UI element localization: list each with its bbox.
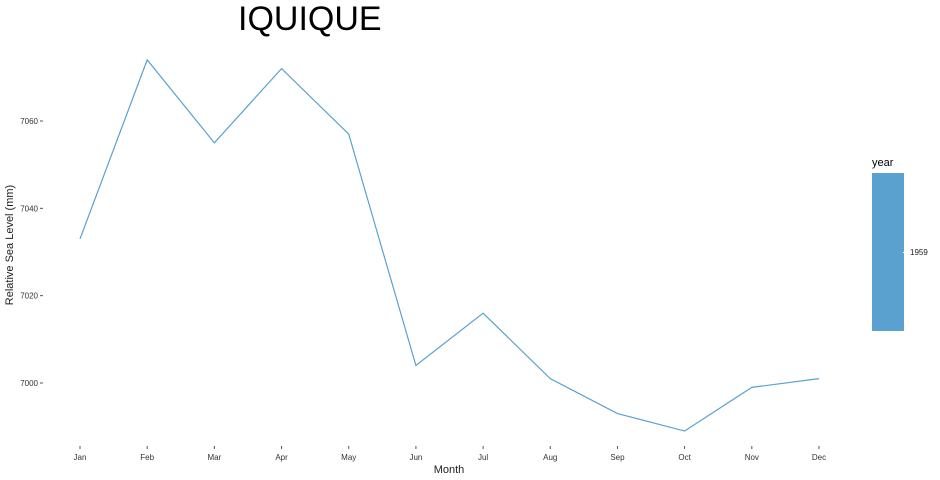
x-tick-label: Apr — [275, 453, 288, 462]
y-tick-label: 7040 — [20, 204, 38, 213]
x-tick-label: Mar — [207, 453, 221, 462]
x-tick-label: Jan — [74, 453, 87, 462]
x-tick-label: Feb — [140, 453, 154, 462]
x-tick-label: Sep — [610, 453, 625, 462]
x-tick-label: Jul — [478, 453, 488, 462]
x-axis-label: Month — [433, 464, 465, 476]
x-tick-label: Dec — [812, 453, 826, 462]
x-tick-label: Nov — [745, 453, 759, 462]
y-axis: 7000 7020 7040 7060 — [20, 117, 43, 388]
y-tick-label: 7060 — [20, 117, 38, 126]
legend-colorbar — [872, 173, 904, 331]
series-line — [79, 58, 820, 432]
y-tick-label: 7000 — [20, 379, 38, 388]
x-tick-label: Aug — [543, 453, 557, 462]
chart-title: IQUIQUE — [238, 0, 382, 38]
x-tick-label: Jun — [409, 453, 422, 462]
x-axis: Jan Feb Mar Apr May Jun Jul Aug Sep Oct Nov Dec — [74, 446, 826, 462]
legend-tick — [903, 252, 908, 253]
y-tick-label: 7020 — [20, 292, 38, 301]
legend-title: year — [872, 157, 894, 169]
legend-label-1959: 1959 — [910, 248, 928, 257]
x-tick-label: Oct — [678, 453, 691, 462]
x-tick-label: May — [341, 453, 356, 462]
series-group — [79, 58, 820, 432]
y-axis-label: Relative Sea Level (mm) — [4, 184, 16, 306]
